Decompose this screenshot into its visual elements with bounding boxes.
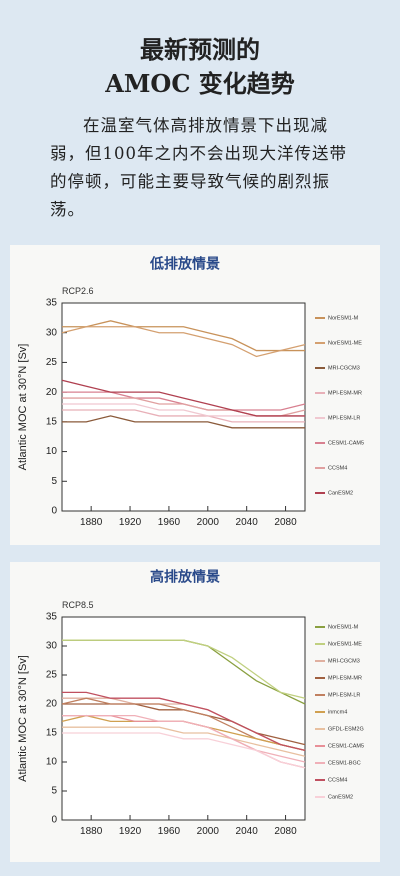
title-line: AMOC 变化趋势: [105, 69, 295, 98]
x-tick-label: 1960: [158, 517, 181, 528]
y-tick-label: 15: [46, 416, 58, 427]
legend-label: CCSM4: [328, 777, 347, 783]
series-line: [61, 379, 305, 417]
legend-label: MPI-ESM-LR: [328, 415, 360, 421]
legend-label: CESM1-BGC: [328, 760, 361, 766]
chart-panel: 高排放情景 RCP8.5 Atlantic MOC at 30°N [Sv] 0 5 10…: [10, 562, 380, 862]
legend-label: CESM1-CAM5: [328, 440, 364, 446]
legend-label: MRI-CGCM3: [328, 365, 360, 371]
plot-frame: [61, 302, 306, 512]
y-tick-label: 35: [46, 612, 58, 623]
x-tick-label: 1920: [119, 826, 142, 837]
legend-label: inmcm4: [328, 709, 347, 715]
x-tick-label: 1920: [119, 517, 142, 528]
legend-label: MRI-CGCM3: [328, 658, 360, 664]
y-tick-label: 15: [46, 728, 58, 739]
title-line: 最新预测的: [140, 35, 260, 64]
y-tick-label: 0: [51, 815, 57, 826]
series-line: [62, 691, 306, 752]
chart-title: 高排放情景: [150, 569, 220, 585]
y-axis-label: Atlantic MOC at 30°N [Sv]: [17, 655, 29, 782]
x-tick-label: 2040: [236, 826, 259, 837]
paragraph: 在温室气体高排放情景下出现减弱，但100年之内不会出现大洋传送带的停顿，可能主要…: [50, 116, 347, 219]
chart-panel: 低排放情景 RCP2.6 Atlantic MOC at 30°N [Sv] 0 5 10…: [10, 245, 380, 545]
x-tick-label: 2000: [197, 517, 220, 528]
x-tick-label: 2040: [236, 517, 259, 528]
series-line: [62, 714, 306, 763]
legend-label: GFDL-ESM2G: [328, 726, 364, 732]
series-line: [61, 326, 306, 358]
chart-subtitle: RCP8.5: [62, 600, 94, 610]
legend-label: MPI-ESM-MR: [328, 675, 362, 681]
legend-label: CanESM2: [328, 794, 353, 800]
legend-label: CESM1-CAM5: [328, 743, 364, 749]
series-line: [62, 409, 305, 423]
plot-frame: [61, 616, 306, 821]
y-tick-label: 5: [51, 476, 57, 487]
x-tick-label: 1880: [80, 826, 103, 837]
x-tick-label: 2000: [197, 826, 220, 837]
legend-label: MPI-ESM-LR: [328, 692, 360, 698]
y-tick-label: 5: [51, 786, 57, 797]
y-axis-label: Atlantic MOC at 30°N [Sv]: [17, 344, 29, 471]
y-tick-label: 20: [46, 699, 58, 710]
y-tick-label: 35: [46, 298, 58, 309]
x-tick-label: 1960: [158, 826, 181, 837]
legend-label: NorESM1-M: [328, 624, 359, 630]
chart-title: 低排放情景: [149, 256, 220, 272]
legend-label: CanESM2: [328, 490, 353, 496]
x-tick-label: 2080: [274, 517, 297, 528]
y-tick-label: 20: [46, 387, 58, 398]
y-tick-label: 30: [46, 641, 58, 652]
series-line: [62, 726, 306, 757]
chart-subtitle: RCP2.6: [62, 286, 94, 296]
y-tick-label: 10: [46, 446, 58, 457]
y-tick-label: 25: [46, 670, 58, 681]
y-tick-label: 10: [46, 757, 58, 768]
legend-label: MPI-ESM-MR: [328, 390, 362, 396]
y-tick-label: 25: [46, 357, 58, 368]
legend-label: NorESM1-ME: [328, 340, 362, 346]
y-tick-label: 0: [51, 506, 57, 517]
legend-label: NorESM1-M: [328, 315, 359, 321]
y-tick-label: 30: [46, 327, 58, 338]
series-line: [62, 320, 305, 352]
legend-label: NorESM1-ME: [328, 641, 362, 647]
series-line: [62, 415, 305, 429]
x-tick-label: 1880: [80, 517, 103, 528]
legend-label: CCSM4: [328, 465, 347, 471]
series-line: [62, 639, 306, 699]
x-tick-label: 2080: [274, 826, 297, 837]
series-line: [62, 732, 306, 769]
